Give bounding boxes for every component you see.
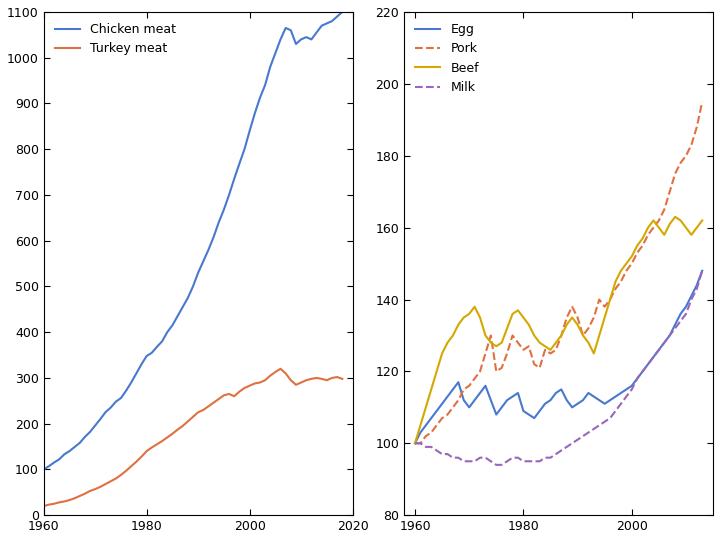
Milk [492, 462, 500, 468]
Pork [584, 325, 593, 332]
Beef [606, 296, 614, 303]
Chicken meat [50, 460, 58, 466]
Milk [573, 436, 582, 443]
Milk [410, 440, 419, 447]
Egg [519, 408, 528, 414]
Line: Pork: Pork [415, 102, 702, 443]
Turkey meat [256, 379, 264, 386]
Pork [459, 386, 468, 393]
Pork [698, 99, 706, 105]
Milk [584, 429, 593, 436]
Beef [671, 214, 680, 220]
Chicken meat [194, 269, 202, 276]
Egg [410, 440, 419, 447]
Egg [584, 390, 593, 396]
Chicken meat [256, 94, 264, 101]
Turkey meat [50, 501, 58, 507]
Milk [524, 458, 533, 464]
Line: Turkey meat: Turkey meat [44, 369, 342, 506]
Turkey meat [117, 472, 125, 478]
Pork [410, 440, 419, 447]
Beef [568, 314, 577, 321]
Turkey meat [194, 409, 202, 415]
Pork [568, 303, 577, 310]
Legend: Egg, Pork, Beef, Milk: Egg, Pork, Beef, Milk [410, 18, 484, 99]
Line: Egg: Egg [415, 271, 702, 443]
Milk [698, 267, 706, 274]
Egg [579, 397, 588, 403]
Milk [459, 458, 468, 464]
Beef [584, 340, 593, 346]
Egg [606, 397, 614, 403]
Egg [459, 397, 468, 403]
Beef [698, 217, 706, 224]
Turkey meat [338, 376, 346, 382]
Turkey meat [40, 503, 48, 509]
Egg [698, 267, 706, 274]
Beef [410, 440, 419, 447]
Chicken meat [71, 444, 79, 450]
Egg [568, 404, 577, 410]
Pork [606, 296, 614, 303]
Chicken meat [40, 466, 48, 472]
Line: Milk: Milk [415, 271, 702, 465]
Chicken meat [86, 429, 94, 435]
Legend: Chicken meat, Turkey meat: Chicken meat, Turkey meat [50, 18, 181, 60]
Milk [590, 426, 598, 432]
Pork [579, 332, 588, 339]
Turkey meat [71, 495, 79, 502]
Line: Chicken meat: Chicken meat [44, 12, 342, 469]
Turkey meat [276, 366, 285, 372]
Pork [519, 347, 528, 353]
Beef [579, 332, 588, 339]
Beef [519, 314, 528, 321]
Milk [611, 408, 620, 414]
Turkey meat [86, 488, 94, 494]
Beef [459, 314, 468, 321]
Chicken meat [338, 9, 346, 15]
Chicken meat [117, 395, 125, 401]
Line: Beef: Beef [415, 217, 702, 443]
